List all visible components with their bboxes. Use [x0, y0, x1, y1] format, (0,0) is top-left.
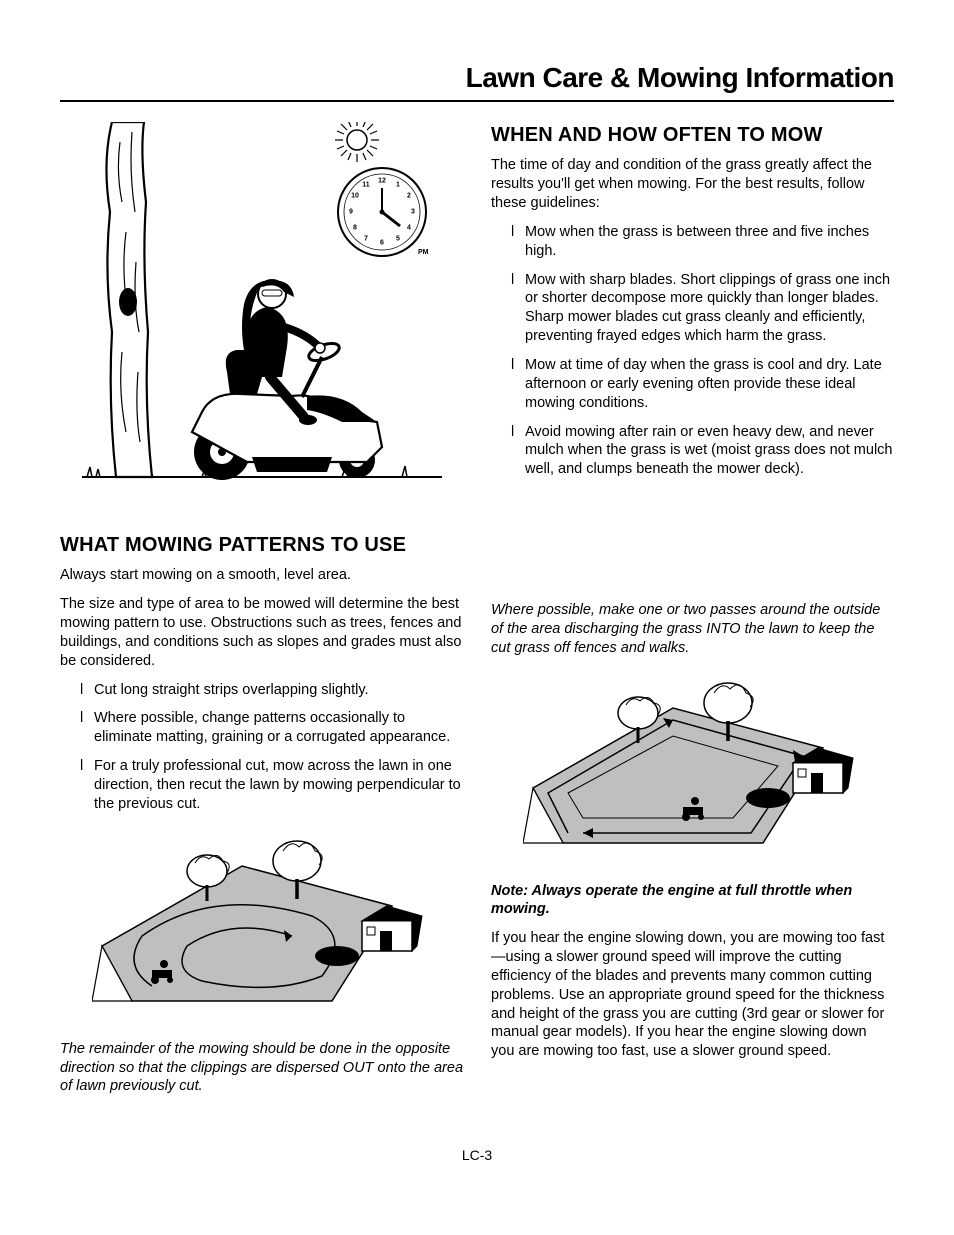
page-title: Lawn Care & Mowing Information — [60, 60, 894, 102]
list-item: Mow when the grass is between three and … — [511, 223, 894, 261]
lawn-caption-2: Where possible, make one or two passes a… — [491, 601, 894, 658]
list-item: Avoid mowing after rain or even heavy de… — [511, 423, 894, 480]
patterns-list: Cut long straight strips overlapping sli… — [80, 681, 463, 814]
svg-text:12: 12 — [378, 178, 386, 185]
patterns-heading: WHAT MOWING PATTERNS TO USE — [60, 532, 463, 558]
svg-text:5: 5 — [396, 236, 400, 243]
lawn-diagram-out — [92, 826, 432, 1026]
list-item: For a truly professional cut, mow across… — [80, 757, 463, 814]
svg-text:8: 8 — [353, 225, 357, 232]
left-column: 12 12 3 45 6 78 9 1011 PM — [60, 122, 463, 1106]
throttle-note: Note: Always operate the engine at full … — [491, 882, 894, 920]
list-item: Mow at time of day when the grass is coo… — [511, 356, 894, 413]
mower-illustration: 12 12 3 45 6 78 9 1011 PM — [82, 122, 442, 492]
list-item: Cut long straight strips overlapping sli… — [80, 681, 463, 700]
throttle-note-body: If you hear the engine slowing down, you… — [491, 929, 894, 1061]
list-item: Where possible, change patterns occasion… — [80, 709, 463, 747]
svg-text:9: 9 — [349, 209, 353, 216]
svg-text:11: 11 — [362, 182, 370, 189]
list-item: Mow with sharp blades. Short clippings o… — [511, 271, 894, 346]
right-column: WHEN AND HOW OFTEN TO MOW The time of da… — [491, 122, 894, 1106]
lawn-caption-1: The remainder of the mowing should be do… — [60, 1040, 463, 1097]
svg-text:10: 10 — [351, 193, 359, 200]
svg-text:3: 3 — [411, 209, 415, 216]
svg-text:4: 4 — [407, 225, 411, 232]
lawn-diagram-in — [523, 668, 863, 868]
page-number: LC-3 — [60, 1146, 894, 1164]
when-heading: WHEN AND HOW OFTEN TO MOW — [491, 122, 894, 148]
when-intro: The time of day and condition of the gra… — [491, 156, 894, 213]
patterns-intro-1: Always start mowing on a smooth, level a… — [60, 566, 463, 585]
when-list: Mow when the grass is between three and … — [511, 223, 894, 479]
svg-text:PM: PM — [418, 249, 429, 256]
svg-text:2: 2 — [407, 193, 411, 200]
svg-text:6: 6 — [380, 240, 384, 247]
svg-text:7: 7 — [364, 236, 368, 243]
spacer — [491, 491, 894, 601]
patterns-intro-2: The size and type of area to be mowed wi… — [60, 595, 463, 670]
svg-text:1: 1 — [396, 182, 400, 189]
two-column-layout: 12 12 3 45 6 78 9 1011 PM — [60, 122, 894, 1106]
